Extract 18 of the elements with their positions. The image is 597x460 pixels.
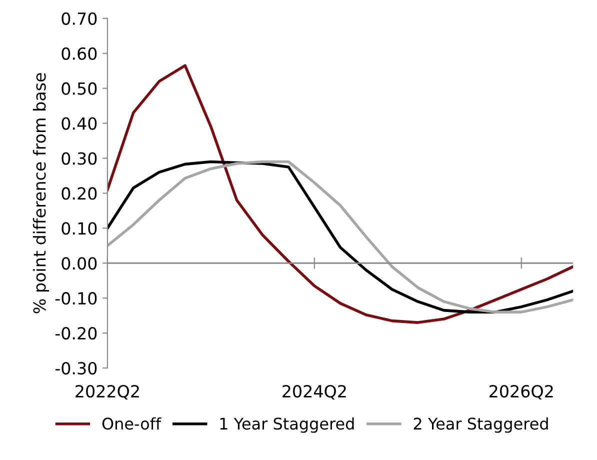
y-tick-label: 0.00 — [62, 257, 97, 270]
y-tick-label: 0.50 — [62, 82, 97, 95]
y-tick-label: 0.20 — [62, 187, 97, 200]
y-tick-label: 0.10 — [62, 222, 97, 235]
x-tick-label: 2022Q2 — [76, 384, 139, 400]
x-tick-label: 2026Q2 — [490, 384, 553, 400]
x-tick-label: 2024Q2 — [282, 384, 346, 400]
legend-label: 2 Year Staggered — [414, 417, 548, 433]
y-tick-label: 0.60 — [62, 47, 97, 60]
y-tick-label: 0.40 — [62, 117, 97, 130]
y-tick-label: -0.30 — [55, 362, 97, 375]
legend-label: 1 Year Staggered — [220, 417, 354, 433]
y-tick-label: -0.10 — [55, 292, 97, 305]
y-axis-title: % point difference from base — [32, 73, 50, 314]
legend-label: One-off — [102, 417, 162, 430]
y-tick-label: 0.70 — [62, 12, 97, 25]
y-tick-label: -0.20 — [55, 327, 97, 340]
y-tick-label: 0.30 — [62, 152, 97, 165]
